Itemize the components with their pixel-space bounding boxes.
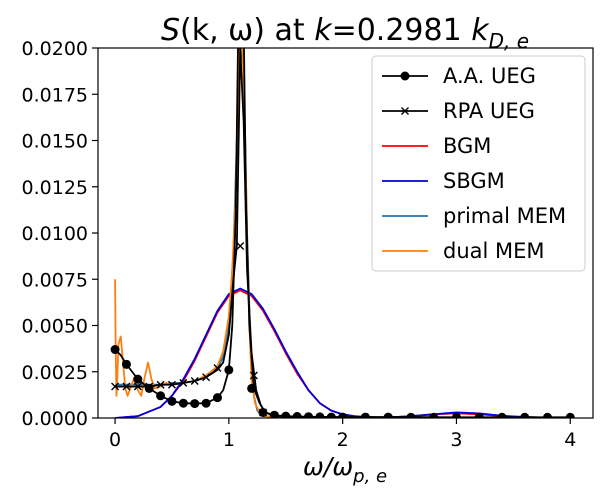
point-a-a-ueg [315, 412, 325, 418]
y-tick-label: 0.0175 [22, 84, 88, 106]
legend-label-rpa-ueg: RPA UEG [443, 99, 535, 123]
point-rpa-ueg [202, 373, 211, 382]
point-a-a-ueg [304, 412, 314, 418]
x-axis-label: ω/ωp, e [303, 452, 387, 487]
point-a-a-ueg [156, 391, 166, 401]
point-a-a-ueg [474, 412, 484, 418]
title-k: k [314, 13, 333, 48]
point-a-a-ueg [121, 359, 131, 369]
y-tick-label: 0.0075 [22, 269, 88, 291]
y-tick-label: 0.0025 [22, 362, 88, 384]
y-tick-label: 0.0200 [22, 38, 88, 60]
point-a-a-ueg [520, 412, 530, 418]
point-rpa-ueg [236, 241, 245, 250]
point-a-a-ueg [497, 412, 507, 418]
point-a-a-ueg [110, 345, 120, 355]
title-kd: k [471, 13, 490, 48]
legend-label-dual-mem: dual MEM [443, 239, 545, 263]
title-at: at [265, 13, 314, 48]
xlabel-main: ω/ω [303, 452, 353, 481]
point-rpa-ueg [190, 377, 199, 385]
title-args: (k, ω) [180, 13, 265, 48]
point-a-a-ueg [224, 365, 234, 375]
point-a-a-ueg [326, 412, 336, 418]
y-tick-label: 0.0050 [22, 316, 88, 338]
point-rpa-ueg [122, 382, 131, 391]
point-rpa-ueg [249, 371, 258, 380]
marker-layer [110, 241, 575, 418]
point-a-a-ueg [144, 383, 154, 393]
point-a-a-ueg [360, 412, 370, 418]
title-s: S [161, 13, 180, 48]
point-rpa-ueg [179, 378, 188, 387]
x-tick-label: 2 [337, 429, 349, 451]
y-tick-label: 0.0000 [22, 408, 88, 430]
point-a-a-ueg [258, 407, 268, 417]
legend-box [371, 55, 586, 272]
legend-label-sbgm: SBGM [443, 169, 505, 193]
point-a-a-ueg [565, 412, 575, 418]
point-a-a-ueg [167, 396, 177, 406]
point-a-a-ueg [429, 412, 439, 418]
legend-marker-rpa-ueg [401, 107, 409, 115]
point-rpa-ueg [111, 382, 120, 391]
y-axis: 0.0000 0.0025 0.0050 0.0075 0.0100 0.0125 0.01… [22, 38, 98, 430]
point-a-a-ueg [201, 398, 211, 408]
legend: A.A. UEG RPA UEG BGM SBGM primal MEM dual MEM [371, 55, 586, 272]
point-rpa-ueg [156, 380, 165, 389]
legend-marker-a-a-ueg [400, 71, 410, 81]
point-a-a-ueg [292, 412, 302, 418]
y-tick-label: 0.0125 [22, 177, 88, 199]
point-rpa-ueg [213, 364, 222, 373]
chart-title: S(k, ω) at k=0.2981 kD, e [161, 13, 529, 53]
point-a-a-ueg [247, 383, 257, 393]
title-value: =0.2981 [332, 13, 472, 48]
point-a-a-ueg [451, 412, 461, 418]
title-kd-subscript: D, e [489, 29, 529, 53]
x-tick-label: 4 [564, 429, 576, 451]
series-line-sbgm [114, 287, 571, 418]
y-tick-label: 0.0100 [22, 223, 88, 245]
point-rpa-ueg [167, 380, 176, 389]
point-a-a-ueg [190, 399, 200, 409]
point-a-a-ueg [281, 411, 291, 418]
point-a-a-ueg [133, 374, 143, 384]
x-axis: 0 1 2 3 4 [109, 418, 576, 451]
x-tick-label: 0 [109, 429, 121, 451]
x-tick-label: 1 [223, 429, 235, 451]
xlabel-subscript: p, e [352, 466, 387, 487]
point-a-a-ueg [212, 393, 222, 403]
point-a-a-ueg [338, 412, 348, 418]
point-a-a-ueg [542, 412, 552, 418]
y-tick-label: 0.0150 [22, 131, 88, 153]
point-a-a-ueg [383, 412, 393, 418]
legend-label-primal-mem: primal MEM [443, 204, 566, 228]
legend-label-a-a-ueg: A.A. UEG [443, 64, 536, 88]
point-a-a-ueg [178, 398, 188, 408]
point-a-a-ueg [269, 410, 279, 418]
x-tick-label: 3 [450, 429, 462, 451]
point-rpa-ueg [133, 382, 142, 391]
point-a-a-ueg [406, 412, 416, 418]
legend-label-bgm: BGM [443, 134, 491, 158]
